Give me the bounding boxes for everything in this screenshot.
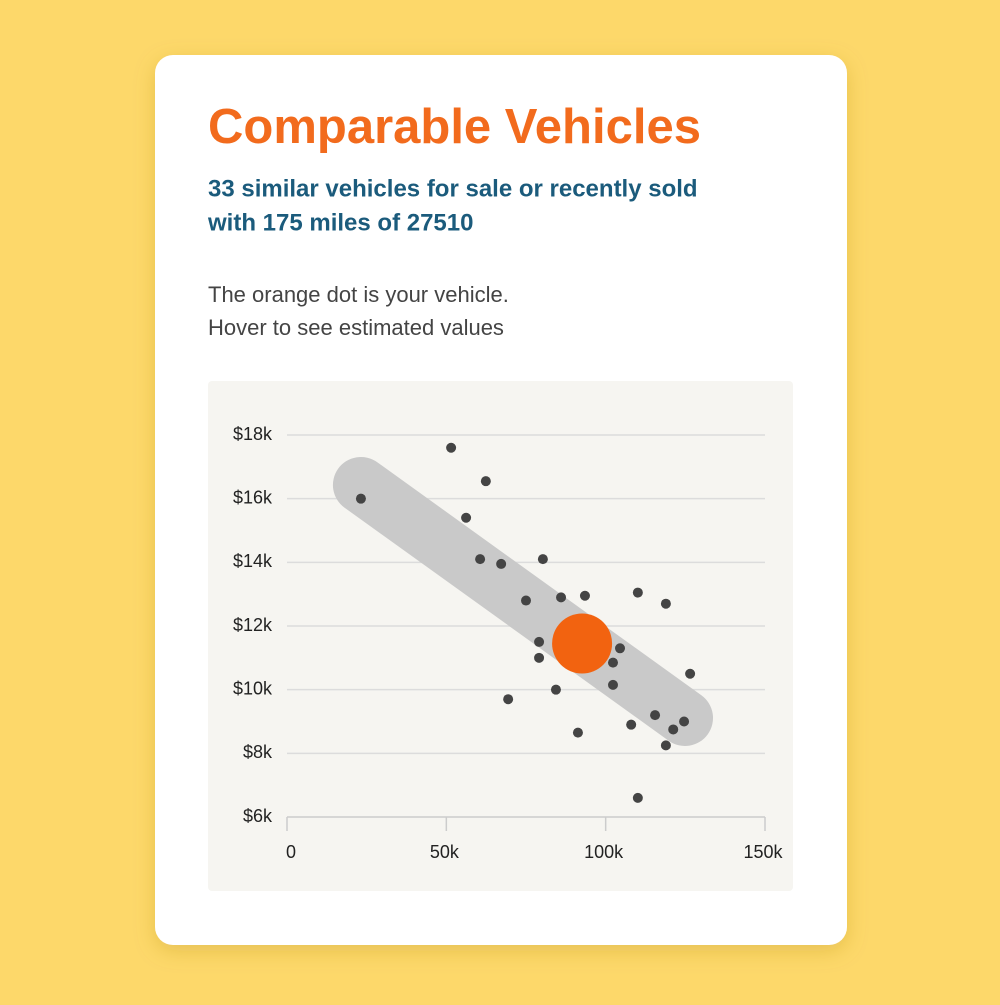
scatter-point <box>632 792 643 803</box>
y-tick-label: $14k <box>233 551 273 571</box>
scatter-point <box>534 636 545 647</box>
y-tick-label: $8k <box>243 742 273 762</box>
x-tick-label: 150k <box>743 842 783 862</box>
scatter-point <box>537 554 548 565</box>
scatter-point <box>607 679 618 690</box>
plot-panel <box>208 381 793 891</box>
scatter-point <box>615 643 626 654</box>
your-vehicle <box>552 613 613 674</box>
subtitle: 33 similar vehicles for sale or recently… <box>208 175 698 202</box>
x-tick-label: 100k <box>584 842 624 862</box>
y-tick-label: $16k <box>233 487 273 507</box>
scatter-point <box>572 727 583 738</box>
scatter-point <box>550 684 561 695</box>
scatter-point <box>679 716 690 727</box>
scatter-point <box>660 740 671 751</box>
y-tick-label: $6k <box>243 806 273 826</box>
scatter-point <box>446 442 457 453</box>
scatter-point <box>480 476 491 487</box>
scatter-point <box>579 590 590 601</box>
scatter-point <box>650 710 661 721</box>
scatter-point <box>660 598 671 609</box>
scatter-point <box>534 652 545 663</box>
title: Comparable Vehicles <box>208 100 701 154</box>
scatter-point <box>496 558 507 569</box>
x-tick-label: 0 <box>286 842 296 862</box>
y-tick-label: $10k <box>233 678 273 698</box>
scatter-point <box>556 592 567 603</box>
scatter-point <box>475 554 486 565</box>
note: Hover to see estimated values <box>208 315 504 340</box>
note: The orange dot is your vehicle. <box>208 282 509 307</box>
scatter-point <box>521 595 531 606</box>
scatter-point <box>607 657 618 668</box>
scatter-point <box>503 694 514 705</box>
subtitle: with 175 miles of 27510 <box>207 209 473 236</box>
scatter-point <box>626 719 637 730</box>
y-tick-label: $12k <box>233 615 273 635</box>
scatter-point <box>461 512 472 523</box>
y-tick-label: $18k <box>233 424 273 444</box>
scatter-point <box>685 668 696 679</box>
scatter-point <box>355 493 366 504</box>
x-tick-label: 50k <box>430 842 460 862</box>
scatter-point <box>668 724 679 735</box>
scatter-point <box>632 587 643 598</box>
